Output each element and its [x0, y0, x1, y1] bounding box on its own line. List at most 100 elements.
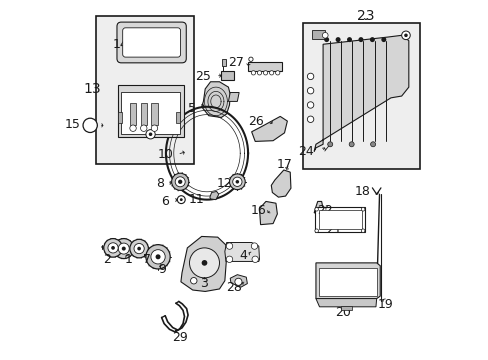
Bar: [140, 103, 147, 125]
Text: 22: 22: [316, 204, 332, 217]
Text: 26: 26: [248, 114, 264, 127]
Text: 8: 8: [156, 177, 164, 190]
Circle shape: [189, 248, 219, 278]
Polygon shape: [209, 192, 218, 200]
Text: 25: 25: [194, 70, 210, 83]
Circle shape: [175, 177, 185, 187]
Text: 9: 9: [158, 263, 166, 276]
Bar: [130, 103, 136, 125]
Bar: [96, 16, 194, 164]
Polygon shape: [201, 82, 230, 117]
Circle shape: [370, 142, 375, 147]
Circle shape: [275, 71, 279, 75]
Bar: [315, 207, 365, 232]
FancyBboxPatch shape: [117, 22, 186, 63]
Bar: [176, 112, 180, 123]
Text: 23: 23: [356, 9, 374, 23]
Polygon shape: [271, 170, 290, 197]
Polygon shape: [251, 116, 287, 141]
Text: 2: 2: [103, 253, 111, 266]
Circle shape: [307, 102, 313, 108]
Bar: [151, 103, 157, 125]
Text: 19: 19: [377, 298, 393, 311]
Text: 3: 3: [200, 277, 207, 290]
Text: 16: 16: [250, 204, 266, 217]
Text: 27: 27: [228, 56, 244, 69]
Bar: [303, 23, 419, 169]
Text: 21: 21: [325, 223, 341, 236]
Polygon shape: [259, 202, 277, 225]
Circle shape: [130, 239, 148, 258]
Text: 24: 24: [298, 145, 313, 158]
FancyBboxPatch shape: [122, 28, 180, 57]
Circle shape: [327, 142, 332, 147]
Circle shape: [118, 243, 129, 254]
Circle shape: [307, 116, 313, 122]
Circle shape: [130, 125, 136, 131]
Circle shape: [263, 71, 267, 75]
Bar: [312, 30, 324, 39]
Circle shape: [346, 37, 351, 42]
Text: 13: 13: [84, 82, 102, 96]
Circle shape: [257, 71, 261, 75]
Circle shape: [114, 239, 134, 258]
Bar: [340, 306, 351, 310]
Circle shape: [335, 37, 340, 42]
Circle shape: [180, 198, 183, 201]
Circle shape: [111, 246, 115, 250]
Text: 28: 28: [225, 281, 241, 294]
Text: 10: 10: [157, 148, 173, 162]
Text: 4: 4: [239, 248, 247, 261]
Bar: [221, 71, 233, 80]
Circle shape: [369, 37, 374, 42]
Circle shape: [122, 247, 125, 251]
Circle shape: [404, 33, 407, 37]
Polygon shape: [224, 243, 259, 261]
Polygon shape: [313, 35, 408, 152]
Circle shape: [234, 278, 242, 285]
Circle shape: [361, 229, 364, 233]
Circle shape: [307, 73, 313, 80]
Circle shape: [108, 243, 118, 253]
Text: 5: 5: [188, 102, 196, 115]
Polygon shape: [313, 202, 323, 213]
Text: 17: 17: [276, 158, 292, 171]
Text: 6: 6: [161, 195, 168, 208]
Circle shape: [171, 173, 188, 190]
Text: 18: 18: [354, 185, 370, 198]
Text: 11: 11: [188, 193, 204, 206]
Circle shape: [269, 71, 273, 75]
Bar: [118, 85, 183, 137]
Bar: [121, 93, 180, 134]
Circle shape: [226, 256, 232, 262]
Polygon shape: [315, 298, 376, 307]
Circle shape: [232, 177, 242, 186]
Circle shape: [190, 278, 197, 284]
Text: 20: 20: [334, 306, 350, 319]
Circle shape: [83, 118, 97, 132]
Polygon shape: [315, 263, 380, 298]
Circle shape: [148, 132, 152, 136]
Circle shape: [361, 207, 364, 211]
Circle shape: [145, 130, 155, 139]
Text: 14: 14: [112, 38, 128, 51]
Bar: [247, 62, 282, 71]
Circle shape: [324, 37, 328, 42]
Circle shape: [235, 180, 239, 184]
Circle shape: [226, 243, 232, 249]
Bar: [221, 59, 225, 66]
Bar: [118, 112, 122, 123]
Circle shape: [155, 254, 160, 259]
Circle shape: [201, 260, 207, 266]
Circle shape: [251, 256, 258, 262]
Circle shape: [251, 71, 255, 75]
Circle shape: [314, 229, 318, 233]
Circle shape: [251, 243, 257, 249]
Circle shape: [145, 245, 170, 269]
Circle shape: [401, 31, 409, 40]
Circle shape: [151, 249, 165, 264]
Text: 7: 7: [143, 253, 151, 266]
Circle shape: [137, 247, 141, 251]
Polygon shape: [230, 275, 247, 287]
Circle shape: [151, 125, 157, 131]
